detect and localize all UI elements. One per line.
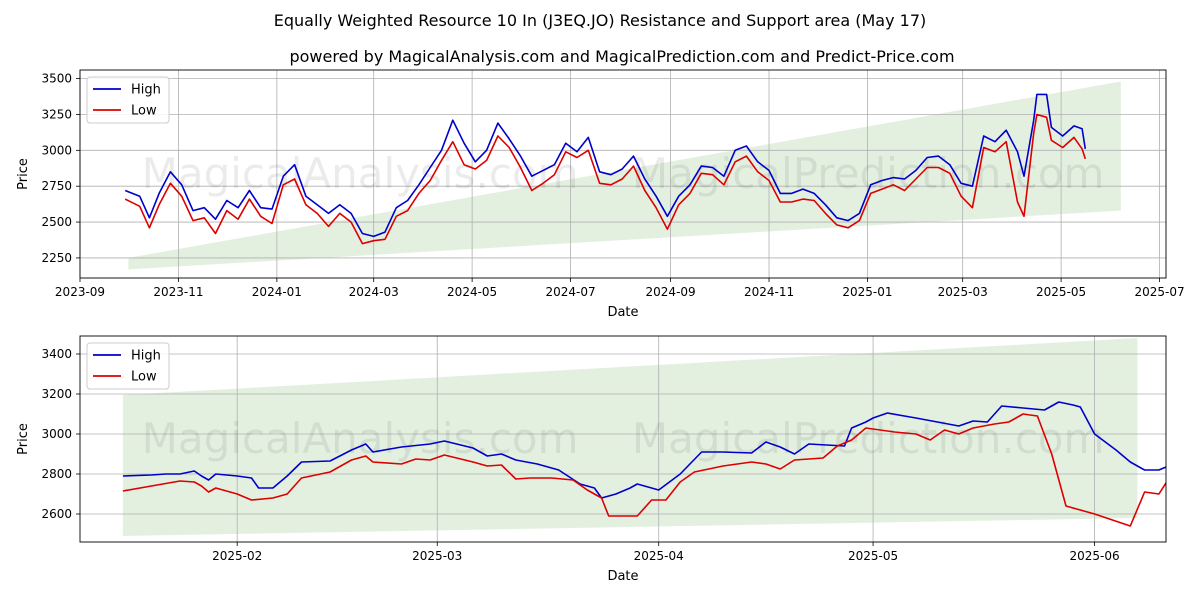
- x-tick-label: 2024-09: [646, 285, 696, 299]
- y-tick-label: 3000: [41, 427, 72, 441]
- x-tick-label: 2024-01: [252, 285, 302, 299]
- x-tick-label: 2024-05: [447, 285, 497, 299]
- x-tick-label: 2023-09: [55, 285, 105, 299]
- legend-label-low: Low: [131, 370, 157, 385]
- series-line-high: [122, 401, 1166, 499]
- support-resistance-band: [122, 338, 1138, 536]
- chart-panel-2: 2025-02 2025-03 2025-04 2025-05 2025-06 2600 2…: [16, 335, 1167, 584]
- x-tick-label: 2025-04: [634, 549, 684, 563]
- x-tick-label: 2025-02: [212, 549, 262, 563]
- y-axis-label: Price: [16, 158, 31, 190]
- x-tick-label: 2025-01: [842, 285, 892, 299]
- chart-subtitle: powered by MagicalAnalysis.com and Magic…: [289, 47, 954, 66]
- y-tick-label: 3500: [41, 72, 72, 86]
- chart-panel-1: 2023-09 2023-11 2024-01 2024-03 2024-05 2024-…: [16, 69, 1185, 320]
- y-axis-label: Price: [16, 423, 31, 455]
- x-tick-label: 2025-06: [1069, 549, 1119, 563]
- x-axis-label: Date: [607, 305, 638, 320]
- plot-frame: [79, 69, 1167, 279]
- legend-label-high: High: [131, 349, 161, 364]
- series-line-low: [122, 413, 1166, 527]
- watermark: MagicalAnalysis.com MagicalPrediction.co…: [142, 149, 1105, 198]
- legend: High Low: [86, 76, 170, 124]
- y-tick-label: 2600: [41, 507, 72, 521]
- series-line-high: [124, 93, 1087, 238]
- x-axis-label: Date: [607, 569, 638, 584]
- x-tick-label: 2025-05: [1036, 285, 1086, 299]
- legend: High Low: [86, 342, 170, 390]
- series-line-low: [124, 113, 1087, 245]
- x-tick-label: 2024-03: [349, 285, 399, 299]
- legend-label-high: High: [131, 83, 161, 98]
- y-tick-label: 2800: [41, 467, 72, 481]
- legend-label-low: Low: [131, 104, 157, 119]
- x-tick-label: 2024-07: [545, 285, 595, 299]
- x-tick-label: 2023-11: [153, 285, 203, 299]
- y-tick-label: 2500: [41, 215, 72, 229]
- y-tick-label: 2750: [41, 179, 72, 193]
- y-tick-label: 3000: [41, 143, 72, 157]
- x-tick-label: 2025-05: [848, 549, 898, 563]
- x-tick-label: 2024-11: [744, 285, 794, 299]
- x-tick-label: 2025-03: [938, 285, 988, 299]
- watermark: MagicalAnalysis.com MagicalPrediction.co…: [142, 414, 1105, 463]
- y-tick-label: 2250: [41, 251, 72, 265]
- chart-title: Equally Weighted Resource 10 In (J3EQ.JO…: [274, 11, 927, 30]
- y-tick-label: 3400: [41, 347, 72, 361]
- x-tick-label: 2025-03: [412, 549, 462, 563]
- x-tick-label: 2025-07: [1134, 285, 1184, 299]
- plot-frame: [79, 335, 1167, 543]
- y-tick-label: 3200: [41, 387, 72, 401]
- y-tick-label: 3250: [41, 107, 72, 121]
